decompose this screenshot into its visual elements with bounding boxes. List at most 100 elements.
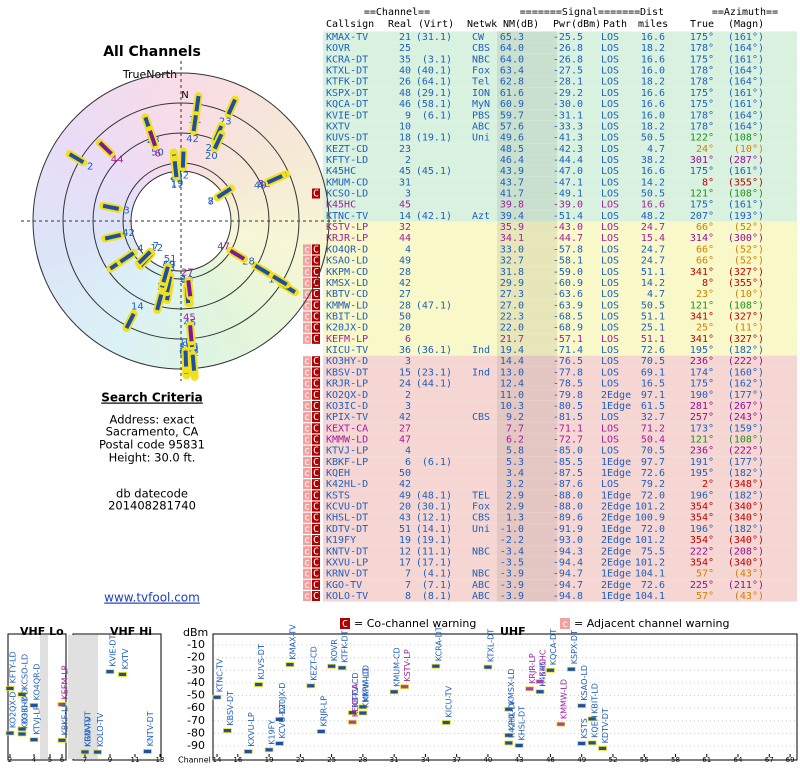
warning: cC — [304, 300, 322, 311]
warning-box — [303, 579, 311, 590]
table-cell: 57° — [696, 591, 714, 602]
table-cell: 175° — [690, 88, 714, 99]
spectrum-bar — [556, 721, 566, 727]
nm-shade — [497, 132, 557, 144]
table-cell: 16.6 — [641, 88, 665, 99]
warning-box — [303, 568, 311, 579]
table-cell: -71.1 — [553, 423, 583, 434]
table-cell: -85.0 — [553, 446, 583, 457]
table-cell: 196° — [690, 524, 714, 535]
spectrum-callsign: KO4QR-D — [33, 664, 42, 701]
warning-box — [303, 266, 311, 277]
spectrum-bar — [275, 741, 284, 746]
table-cell: (327°) — [728, 334, 764, 345]
table-cell: LOS — [601, 66, 619, 77]
table-cell: KTNC-TV — [326, 211, 368, 222]
polar-bar — [98, 141, 113, 156]
table-cell: (12.1) — [416, 513, 452, 524]
table-cell: 104.1 — [635, 569, 665, 580]
row-background — [323, 288, 797, 300]
polar-bar — [148, 130, 158, 147]
table-cell: 14.4 — [500, 356, 524, 367]
table-cell: (327°) — [728, 267, 764, 278]
table-cell: -59.0 — [553, 267, 583, 278]
table-cell: K19FY — [326, 535, 356, 546]
warning: cC — [304, 502, 322, 513]
channel-tick-label: 7 — [83, 756, 87, 764]
table-cell: ABC — [472, 580, 490, 591]
table-cell: (160°) — [728, 367, 764, 378]
channel-tick-label: 55 — [640, 756, 649, 764]
column-header: True — [690, 19, 714, 30]
polar-label: 44 — [111, 154, 124, 165]
table-cell: 1Edge — [601, 457, 631, 468]
table-cell: PBS — [472, 110, 490, 121]
table-cell: (52°) — [734, 256, 764, 267]
table-cell: 34.1 — [500, 233, 524, 244]
channel-tick-label: 4 — [32, 756, 37, 764]
table-cell: 46.4 — [500, 155, 524, 166]
nm-shade — [497, 187, 557, 200]
spectrum-callsign: KSTS — [580, 718, 589, 738]
table-cell: 19.4 — [500, 345, 524, 356]
table-cell: 8 — [405, 591, 411, 602]
row-background — [323, 31, 797, 43]
table-cell: (340°) — [728, 502, 764, 513]
table-cell: -93.0 — [553, 535, 583, 546]
table-cell: -33.3 — [553, 121, 583, 132]
table-cell: KMMW-LD — [326, 300, 368, 311]
warning-box — [303, 512, 311, 523]
nm-shade — [497, 42, 557, 54]
table-cell: 9.2 — [506, 412, 524, 423]
nm-shade — [497, 433, 557, 446]
band-label: UHF — [500, 625, 526, 638]
warning: cC — [304, 446, 322, 457]
table-cell: LOS — [601, 300, 619, 311]
spectrum-bar — [29, 702, 39, 708]
table-cell: (164°) — [728, 110, 764, 121]
channel-tick-label: 19 — [265, 756, 274, 764]
table-cell: KRJR-LP — [326, 379, 368, 390]
table-cell: 24.7 — [641, 222, 665, 233]
warning: cC — [304, 334, 322, 345]
channel-tick-label: 67 — [765, 756, 774, 764]
table-cell: -25.5 — [553, 32, 583, 43]
table-cell: -94.7 — [553, 580, 583, 591]
warning: cC — [304, 278, 322, 289]
warning-box — [312, 490, 320, 501]
table-cell: LOS — [601, 267, 619, 278]
nm-shade — [497, 534, 557, 546]
table-cell: Azt — [472, 211, 490, 222]
row-background — [323, 154, 797, 166]
channel-tick-label: 58 — [671, 756, 680, 764]
table-cell: 7 — [405, 569, 411, 580]
nm-shade — [497, 266, 557, 278]
x-axis-label: Channel — [178, 756, 211, 765]
y-tick-label: -50 — [187, 689, 205, 702]
y-tick-label: -20 — [187, 651, 205, 664]
warning-box — [303, 333, 311, 344]
table-cell: 4.7 — [647, 289, 665, 300]
spectrum-callsign: KO3HY-D — [21, 689, 30, 724]
table-cell: (355°) — [728, 177, 764, 188]
table-cell: 72.6 — [641, 468, 665, 479]
site-link[interactable]: www.tvfool.com — [104, 591, 200, 605]
table-cell: KDTV-DT — [326, 524, 368, 535]
table-cell: -94.8 — [553, 591, 583, 602]
warning-box — [312, 266, 320, 277]
table-cell: (10°) — [734, 289, 764, 300]
spectrum-callsign: KO3IC-D — [21, 696, 30, 729]
table-cell: LOS — [601, 356, 619, 367]
table-cell: LOS — [601, 211, 619, 222]
polar-bar — [68, 152, 85, 165]
vacant-channel — [40, 635, 48, 759]
table-cell: 43 — [399, 513, 411, 524]
table-cell: 314° — [690, 233, 714, 244]
table-cell: -68.9 — [553, 323, 583, 334]
band-label: VHF Lo — [20, 625, 64, 638]
spectrum-bar — [483, 664, 493, 670]
table-cell: 19 — [399, 535, 411, 546]
table-cell: 1Edge — [601, 490, 631, 501]
table-cell: 66° — [696, 222, 714, 233]
table-cell: -88.0 — [553, 502, 583, 513]
